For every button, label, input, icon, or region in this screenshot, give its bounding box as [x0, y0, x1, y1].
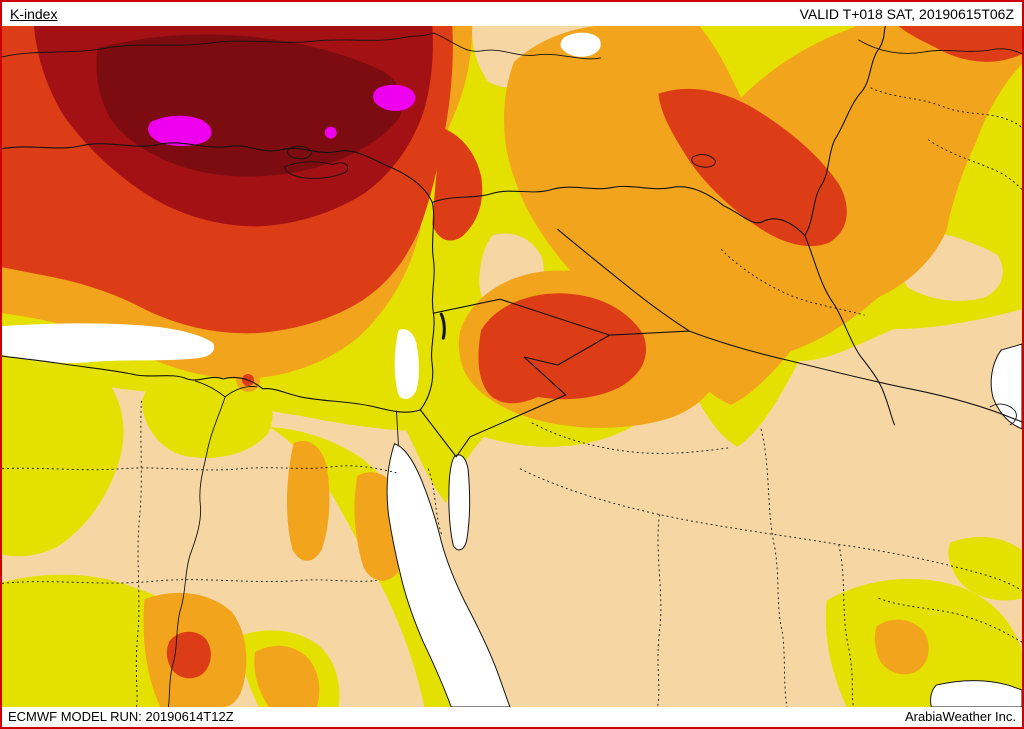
- black-sea-coastline: [2, 32, 602, 60]
- suez-canal: [396, 410, 399, 446]
- kuwait-border: [989, 403, 1017, 426]
- sinai-dotted: [427, 468, 443, 537]
- southeast-corner-sea: [930, 680, 1022, 707]
- product-title: K-index: [10, 6, 58, 22]
- lake-van-outline: [691, 154, 716, 168]
- top-bar: K-index VALID T+018 SAT, 20190615T06Z: [2, 2, 1022, 26]
- aleppo-red-lobe: [432, 127, 483, 241]
- gulf-suez-orange-strip: [287, 440, 330, 561]
- iraq-admin-dotted: [720, 249, 865, 316]
- red-sea: [386, 443, 511, 707]
- mediterranean-coastline: [2, 142, 435, 413]
- dead-sea: [439, 312, 446, 340]
- sea-and-low-value-masks: [2, 32, 1022, 707]
- lake-tuz-outline: [287, 145, 312, 160]
- egypt-admin-dotted-2: [2, 579, 377, 584]
- cyprus-island-outline: [284, 161, 349, 179]
- bottom-bar: ECMWF MODEL RUN: 20190614T12Z ArabiaWeat…: [2, 707, 1022, 727]
- model-run-label: ECMWF MODEL RUN: 20190614T12Z: [8, 709, 234, 724]
- caucasus-borders: [858, 39, 1022, 55]
- top-center-white-speck: [560, 32, 601, 57]
- jordan-red-core: [478, 293, 647, 404]
- egypt-admin-dotted-1: [2, 465, 397, 474]
- jordan-borders: [432, 298, 690, 458]
- iraq-saudi-border: [688, 330, 1022, 423]
- egypt-israel-border: [419, 409, 457, 458]
- nile-delta-yellow-patch: [142, 371, 273, 458]
- kindex-map-svg: [2, 26, 1022, 707]
- west-mediterranean-white-patch: [2, 323, 215, 364]
- levant-coast-white-patch: [394, 329, 420, 400]
- saudi-admin-dotted-4: [760, 428, 788, 707]
- iran-borders: [804, 26, 896, 426]
- turkey-syria-iraq-border: [431, 185, 806, 236]
- map-area: [2, 26, 1022, 707]
- magenta-extreme-spot-1: [147, 115, 212, 147]
- syria-iraq-border: [557, 228, 690, 332]
- country-borders-and-coastlines: [2, 26, 1022, 707]
- southeast-orange-speck: [874, 619, 929, 675]
- gulf-of-aqaba: [448, 454, 471, 551]
- east-edge-yellow-blob: [948, 536, 1022, 601]
- south-egypt-red-core: [166, 631, 211, 679]
- southeast-dotted: [878, 597, 1022, 643]
- branding-label: ArabiaWeather Inc.: [904, 709, 1016, 724]
- west-egypt-yellow-patch: [2, 339, 124, 557]
- magenta-extreme-spot-3: [324, 126, 337, 139]
- saudi-admin-dotted-3: [838, 544, 855, 707]
- magenta-extreme-spot-2: [373, 84, 416, 111]
- contour-magenta-spots: [147, 84, 416, 147]
- persian-gulf-edge: [990, 343, 1022, 430]
- nile-river: [167, 380, 258, 707]
- valid-time-label: VALID T+018 SAT, 20190615T06Z: [799, 6, 1014, 22]
- topright-red-streak: [898, 26, 1022, 62]
- south-egypt-orange-blob-2: [254, 645, 320, 707]
- admin-borders-dotted: [2, 87, 1022, 707]
- zagros-red-band: [658, 88, 847, 247]
- turkey-iran-dotted: [870, 87, 1022, 190]
